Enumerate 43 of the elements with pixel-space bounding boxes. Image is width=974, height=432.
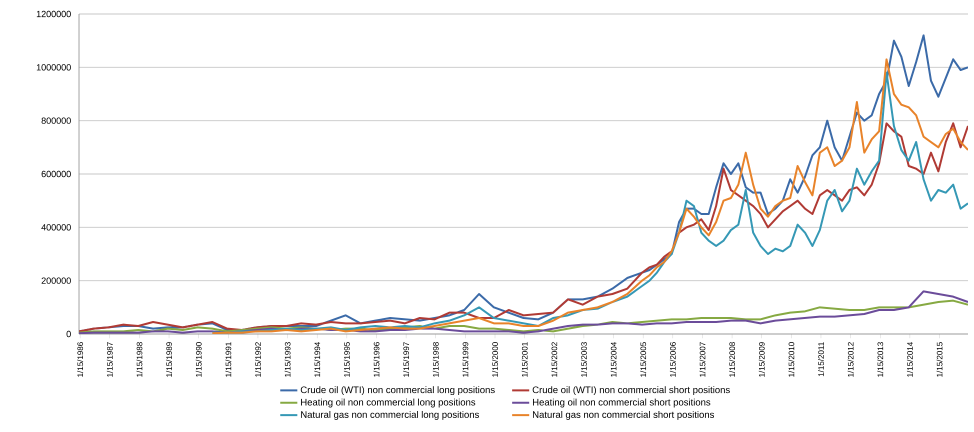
y-tick-label: 1000000 — [36, 64, 71, 71]
x-tick-label: 1/15/2011 — [818, 342, 824, 376]
x-tick-label: 1/15/2007 — [700, 342, 706, 377]
legend-label: Crude oil (WTI) non commercial long positions — [300, 386, 495, 396]
x-tick-label: 1/15/2006 — [670, 342, 676, 377]
x-tick-label: 1/15/2000 — [492, 342, 498, 377]
x-tick-label: 1/15/2003 — [580, 342, 587, 377]
y-tick-label: 600000 — [42, 170, 71, 178]
x-tick-label: 1/15/1991 — [225, 342, 232, 377]
x-tick-label: 1/15/1999 — [462, 342, 468, 377]
x-tick-label: 1/15/1989 — [166, 342, 172, 377]
x-tick-label: 1/15/2009 — [758, 342, 765, 377]
y-tick-label: 200000 — [42, 277, 71, 284]
legend-label: Heating oil non commercial long positions — [301, 398, 476, 408]
x-tick-label: 1/15/2010 — [788, 342, 794, 377]
legend-label: Natural gas non commercial short positions — [532, 410, 714, 420]
x-tick-label: 1/15/1994 — [314, 342, 320, 377]
x-tick-label: 1/15/1993 — [284, 342, 291, 377]
y-tick-label: 400000 — [41, 224, 71, 231]
y-tick-label: 800000 — [42, 117, 71, 124]
x-tick-label: 1/15/2012 — [848, 342, 854, 377]
legend-label: Natural gas non commercial long positions — [301, 410, 479, 420]
y-tick-label: 1200000 — [36, 10, 71, 18]
x-tick-label: 1/15/1997 — [403, 342, 410, 377]
x-tick-label: 1/15/2005 — [640, 342, 646, 377]
legend-label: Heating oil non commercial short positions — [532, 398, 710, 408]
x-tick-label: 1/15/2002 — [551, 342, 558, 377]
x-tick-label: 1/15/1990 — [196, 342, 202, 377]
y-tick-label: 0 — [66, 330, 71, 338]
x-tick-label: 1/15/1987 — [106, 342, 113, 377]
x-tick-label: 1/15/2001 — [522, 342, 528, 377]
x-tick-label: 1/15/1988 — [136, 342, 142, 377]
x-tick-label: 1/15/2014 — [906, 342, 913, 377]
x-tick-label: 1/15/2004 — [610, 342, 616, 377]
x-tick-label: 1/15/1998 — [432, 342, 439, 377]
x-tick-label: 1/15/2015 — [936, 342, 942, 377]
x-tick-label: 1/15/1992 — [255, 342, 261, 377]
legend-label: Crude oil (WTI) non commercial short positions — [532, 386, 730, 396]
x-tick-label: 1/15/2008 — [729, 342, 736, 377]
x-tick-label: 1/15/1995 — [344, 342, 350, 377]
x-tick-label: 1/15/1996 — [374, 342, 380, 377]
x-tick-label: 1/15/1986 — [77, 342, 84, 377]
x-tick-label: 1/15/2013 — [877, 342, 884, 377]
